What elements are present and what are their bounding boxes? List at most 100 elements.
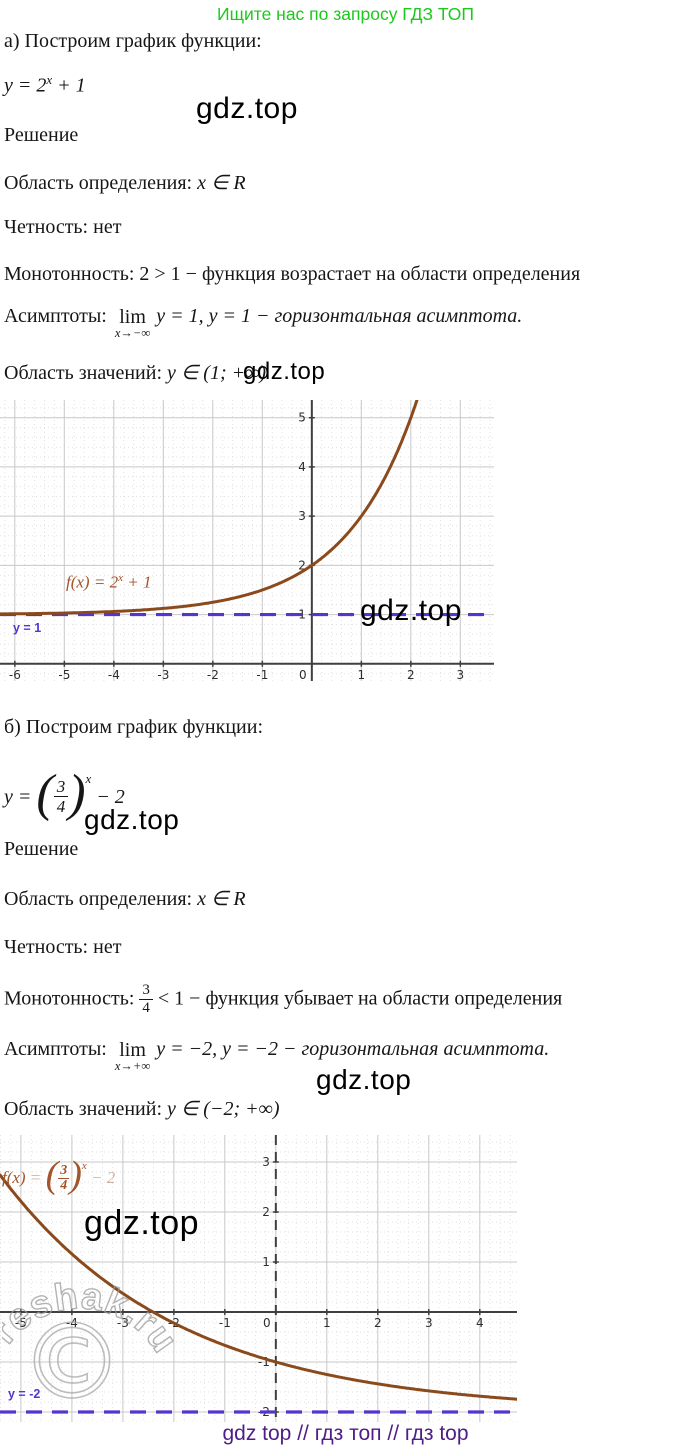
svg-text:0: 0 (299, 668, 307, 681)
flabel-fx: f(x) (66, 572, 90, 592)
part-a-asymptote: Асимптоты: lim x→−∞ y = 1, y = 1 − горизонт… (4, 305, 522, 340)
svg-text:3: 3 (425, 1316, 433, 1330)
svg-text:3: 3 (457, 668, 465, 681)
flabel-frac-den: 4 (60, 1178, 68, 1194)
reshak-copyright-icon: © (20, 1301, 124, 1423)
range-label: Область значений: (4, 1098, 167, 1120)
svg-text:0: 0 (263, 1316, 271, 1330)
monotonic-frac-den: 4 (142, 1000, 150, 1016)
svg-text:-6: -6 (9, 668, 21, 681)
lim-subscript: x→+∞ (114, 1059, 151, 1073)
svg-text:1: 1 (298, 608, 306, 622)
svg-text:-5: -5 (15, 1316, 27, 1330)
part-a-solution-label: Решение (4, 124, 79, 146)
formula-b-frac-num: 3 (53, 778, 69, 797)
flabel-frac-num: 3 (58, 1163, 70, 1180)
part-b-parity: Четность: нет (4, 936, 122, 958)
watermark-gdztop-5: gdz.top (316, 1064, 412, 1095)
svg-text:-4: -4 (66, 1316, 78, 1330)
svg-text:-3: -3 (157, 668, 169, 681)
part-a-parity: Четность: нет (4, 216, 122, 238)
part-b-asymptote: Асимптоты: lim x→+∞ y = −2, y = −2 − горизо… (4, 1038, 549, 1073)
formula-a-base: y = 2 (4, 74, 47, 97)
lim-subscript: x→−∞ (114, 326, 151, 340)
flabel-fx: f(x) (2, 1168, 26, 1187)
part-a-range: Область значений: y ∈ (1; +∞) (4, 360, 266, 385)
lim-word: lim (119, 306, 146, 328)
graph-b-asymptote-label: y = -2 (8, 1387, 41, 1401)
reshak-watermark: reshak.ru © (2, 1274, 182, 1423)
open-paren: ( (36, 764, 54, 822)
svg-text:4: 4 (476, 1316, 484, 1330)
svg-text:-1: -1 (258, 1355, 270, 1369)
formula-b-pre: y = (4, 786, 37, 808)
flabel-eq: = 2 (89, 572, 119, 592)
flabel-eq: = (25, 1168, 46, 1187)
part-a-formula: y = 2x + 1 (4, 72, 86, 98)
formula-a-tail: + 1 (52, 74, 86, 97)
svg-text:4: 4 (298, 460, 306, 474)
svg-text:2: 2 (262, 1205, 270, 1219)
limit-block: lim x→+∞ (115, 1040, 150, 1073)
graph-a-plot: -6 -5 -4 -3 -2 -1 0 1 2 3 1 2 3 4 5 f(x) = 2x + 1 y = … (0, 400, 494, 681)
svg-text:-3: -3 (117, 1316, 129, 1330)
watermark-gdztop-2: gdz.top (243, 358, 326, 385)
graph-a-function-label: f(x) = 2x + 1 (66, 572, 151, 593)
part-a-title: а) Построим график функции: (4, 30, 262, 52)
flabel-sup: x (118, 572, 123, 584)
close-paren: ) (68, 764, 86, 822)
part-b-solution-label: Решение (4, 838, 79, 860)
monotonic-frac-num: 3 (139, 983, 153, 1000)
promo-header: Ищите нас по запросу ГДЗ ТОП (217, 4, 474, 24)
svg-text:3: 3 (262, 1155, 270, 1169)
asymptote-label: Асимптоты: (4, 1038, 107, 1060)
svg-text:-2: -2 (207, 668, 219, 681)
close-paren: ) (69, 1153, 82, 1196)
svg-text:2: 2 (298, 558, 306, 572)
svg-text:1: 1 (358, 668, 366, 681)
svg-text:-4: -4 (108, 668, 120, 681)
part-b-range: Область значений: y ∈ (−2; +∞) (4, 1096, 280, 1121)
lim-word: lim (119, 1039, 146, 1061)
graph-b-function-label: f(x) = (3 4)x − 2 (2, 1141, 116, 1194)
flabel-sup: x (81, 1160, 87, 1172)
formula-b-tail: − 2 (91, 786, 125, 808)
range-math: y ∈ (−2; +∞) (167, 1098, 280, 1120)
svg-text:1: 1 (262, 1255, 270, 1269)
svg-text:2: 2 (407, 668, 415, 681)
part-a-monotonic: Монотонность: 2 > 1 − функция возрастает… (4, 263, 581, 285)
asymptote-rest: y = 1, y = 1 − горизонтальная асимптота. (156, 305, 523, 327)
svg-text:2: 2 (374, 1316, 382, 1330)
formula-b-exponent: x (85, 771, 92, 786)
range-math: y ∈ (1; +∞) (167, 362, 267, 384)
domain-math: x ∈ R (197, 172, 246, 194)
svg-text:-1: -1 (256, 668, 268, 681)
domain-math: x ∈ R (197, 888, 246, 910)
limit-block: lim x→−∞ (115, 307, 150, 340)
domain-label: Область определения: (4, 172, 198, 194)
watermark-gdztop-6: gdz.top (84, 1204, 200, 1242)
part-b-domain: Область определения: x ∈ R (4, 886, 246, 911)
footer-tags: gdz top // гдз топ // гдз top (222, 1422, 469, 1445)
svg-text:1: 1 (323, 1316, 331, 1330)
monotonic-rest: < 1 − функция убывает на области определ… (152, 987, 563, 1010)
formula-b-frac-den: 4 (56, 796, 66, 816)
svg-text:3: 3 (298, 509, 306, 523)
graph-a-asymptote-label: y = 1 (13, 621, 42, 635)
domain-label: Область определения: (4, 888, 198, 910)
flabel-post: − 2 (86, 1168, 116, 1187)
part-b-formula: y = (3 4)x − 2 (4, 748, 125, 819)
asymptote-label: Асимптоты: (4, 305, 107, 327)
svg-text:5: 5 (298, 411, 306, 425)
range-label: Область значений: (4, 362, 167, 384)
formula-a-exponent: x (46, 72, 53, 87)
part-b-title: б) Построим график функции: (4, 716, 264, 738)
part-a-domain: Область определения: x ∈ R (4, 170, 246, 195)
open-paren: ( (45, 1153, 59, 1196)
watermark-gdztop-4: gdz.top (84, 804, 180, 835)
plot-canvas: -6 -5 -4 -3 -2 -1 0 1 2 3 1 2 3 4 5 (0, 400, 494, 681)
svg-text:-1: -1 (219, 1316, 231, 1330)
